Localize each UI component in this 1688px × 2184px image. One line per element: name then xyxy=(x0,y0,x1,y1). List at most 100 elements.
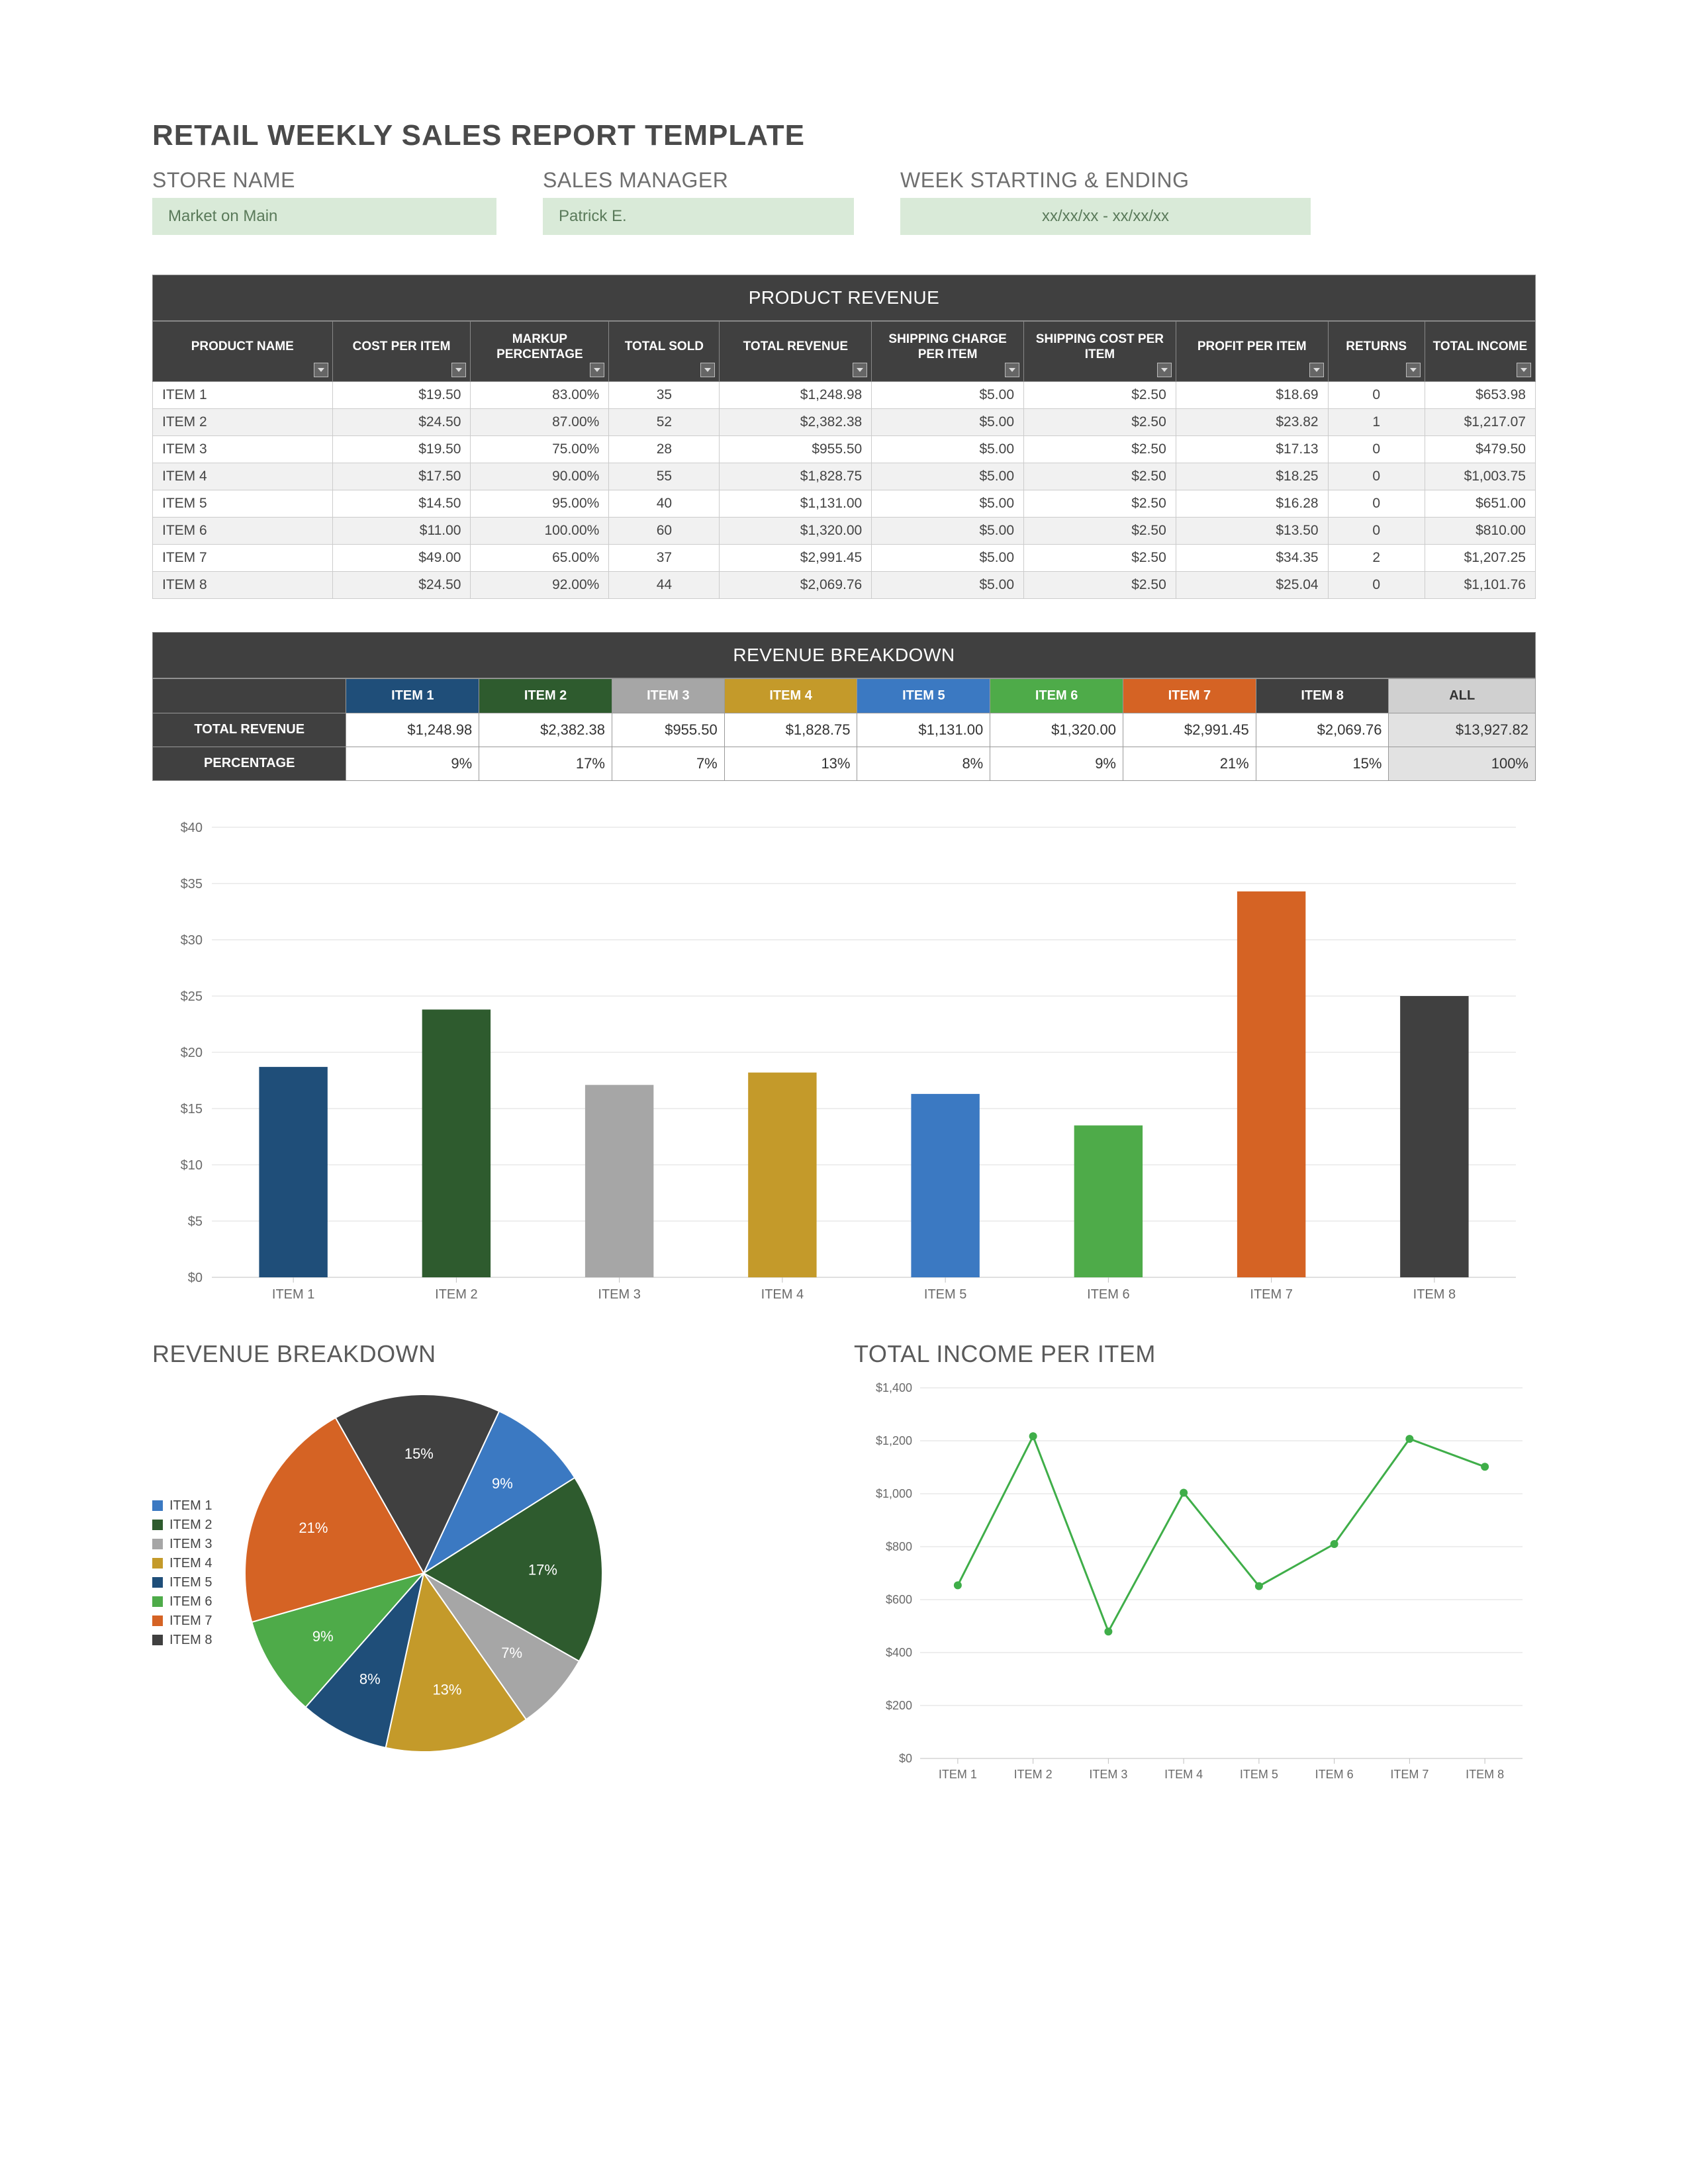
table-cell[interactable]: $1,320.00 xyxy=(720,517,872,544)
table-cell[interactable]: $2,382.38 xyxy=(720,408,872,435)
table-cell[interactable]: $1,131.00 xyxy=(720,490,872,517)
table-cell[interactable]: $5.00 xyxy=(872,571,1024,598)
breakdown-cell[interactable]: $2,069.76 xyxy=(1256,713,1389,747)
table-cell[interactable]: $14.50 xyxy=(332,490,471,517)
table-cell[interactable]: ITEM 8 xyxy=(153,571,333,598)
table-cell[interactable]: ITEM 5 xyxy=(153,490,333,517)
table-cell[interactable]: ITEM 6 xyxy=(153,517,333,544)
table-cell[interactable]: $1,828.75 xyxy=(720,463,872,490)
table-cell[interactable]: $479.50 xyxy=(1425,435,1535,463)
table-cell[interactable]: $1,101.76 xyxy=(1425,571,1535,598)
table-cell[interactable]: $5.00 xyxy=(872,435,1024,463)
column-header[interactable]: MARKUP PERCENTAGE xyxy=(471,322,609,382)
table-cell[interactable]: $955.50 xyxy=(720,435,872,463)
table-cell[interactable]: $5.00 xyxy=(872,381,1024,408)
breakdown-cell[interactable]: 17% xyxy=(479,747,612,780)
table-cell[interactable]: $18.69 xyxy=(1176,381,1328,408)
column-header[interactable]: SHIPPING COST PER ITEM xyxy=(1024,322,1176,382)
table-cell[interactable]: ITEM 3 xyxy=(153,435,333,463)
table-cell[interactable]: $16.28 xyxy=(1176,490,1328,517)
table-cell[interactable]: $23.82 xyxy=(1176,408,1328,435)
table-cell[interactable]: $11.00 xyxy=(332,517,471,544)
table-cell[interactable]: 1 xyxy=(1328,408,1425,435)
table-cell[interactable]: 0 xyxy=(1328,463,1425,490)
breakdown-cell[interactable]: 9% xyxy=(990,747,1123,780)
column-header[interactable]: PRODUCT NAME xyxy=(153,322,333,382)
table-cell[interactable]: $2.50 xyxy=(1024,571,1176,598)
filter-dropdown-icon[interactable] xyxy=(700,363,715,377)
table-cell[interactable]: 44 xyxy=(609,571,720,598)
table-cell[interactable]: $2.50 xyxy=(1024,544,1176,571)
filter-dropdown-icon[interactable] xyxy=(1309,363,1324,377)
table-cell[interactable]: $651.00 xyxy=(1425,490,1535,517)
table-cell[interactable]: 0 xyxy=(1328,517,1425,544)
table-cell[interactable]: $13.50 xyxy=(1176,517,1328,544)
store-name-value[interactable]: Market on Main xyxy=(152,198,496,235)
breakdown-cell[interactable]: $1,320.00 xyxy=(990,713,1123,747)
column-header[interactable]: SHIPPING CHARGE PER ITEM xyxy=(872,322,1024,382)
table-cell[interactable]: $2.50 xyxy=(1024,435,1176,463)
table-cell[interactable]: $49.00 xyxy=(332,544,471,571)
table-cell[interactable]: $653.98 xyxy=(1425,381,1535,408)
table-cell[interactable]: $1,248.98 xyxy=(720,381,872,408)
table-cell[interactable]: $2,991.45 xyxy=(720,544,872,571)
column-header[interactable]: TOTAL SOLD xyxy=(609,322,720,382)
breakdown-cell[interactable]: 9% xyxy=(346,747,479,780)
table-cell[interactable]: $5.00 xyxy=(872,544,1024,571)
table-cell[interactable]: 83.00% xyxy=(471,381,609,408)
table-cell[interactable]: ITEM 7 xyxy=(153,544,333,571)
table-cell[interactable]: 0 xyxy=(1328,571,1425,598)
table-cell[interactable]: 60 xyxy=(609,517,720,544)
table-cell[interactable]: $17.50 xyxy=(332,463,471,490)
table-cell[interactable]: $2.50 xyxy=(1024,490,1176,517)
breakdown-cell[interactable]: 15% xyxy=(1256,747,1389,780)
breakdown-cell[interactable]: $1,248.98 xyxy=(346,713,479,747)
filter-dropdown-icon[interactable] xyxy=(1517,363,1531,377)
table-cell[interactable]: 0 xyxy=(1328,435,1425,463)
filter-dropdown-icon[interactable] xyxy=(1157,363,1172,377)
table-cell[interactable]: $2.50 xyxy=(1024,463,1176,490)
table-cell[interactable]: 95.00% xyxy=(471,490,609,517)
table-cell[interactable]: $5.00 xyxy=(872,463,1024,490)
column-header[interactable]: TOTAL REVENUE xyxy=(720,322,872,382)
breakdown-cell[interactable]: $2,382.38 xyxy=(479,713,612,747)
week-value[interactable]: xx/xx/xx - xx/xx/xx xyxy=(900,198,1311,235)
table-cell[interactable]: $25.04 xyxy=(1176,571,1328,598)
column-header[interactable]: COST PER ITEM xyxy=(332,322,471,382)
table-cell[interactable]: 52 xyxy=(609,408,720,435)
filter-dropdown-icon[interactable] xyxy=(451,363,466,377)
table-cell[interactable]: $24.50 xyxy=(332,408,471,435)
table-cell[interactable]: 28 xyxy=(609,435,720,463)
table-cell[interactable]: 40 xyxy=(609,490,720,517)
table-cell[interactable]: 90.00% xyxy=(471,463,609,490)
table-cell[interactable]: $2.50 xyxy=(1024,408,1176,435)
table-cell[interactable]: $1,003.75 xyxy=(1425,463,1535,490)
table-cell[interactable]: 0 xyxy=(1328,490,1425,517)
table-cell[interactable]: 37 xyxy=(609,544,720,571)
breakdown-cell[interactable]: 7% xyxy=(612,747,724,780)
breakdown-cell[interactable]: 21% xyxy=(1123,747,1256,780)
filter-dropdown-icon[interactable] xyxy=(853,363,867,377)
breakdown-cell[interactable]: 8% xyxy=(857,747,990,780)
table-cell[interactable]: $810.00 xyxy=(1425,517,1535,544)
table-cell[interactable]: $1,207.25 xyxy=(1425,544,1535,571)
table-cell[interactable]: $18.25 xyxy=(1176,463,1328,490)
table-cell[interactable]: 65.00% xyxy=(471,544,609,571)
filter-dropdown-icon[interactable] xyxy=(1406,363,1421,377)
table-cell[interactable]: $2.50 xyxy=(1024,517,1176,544)
table-cell[interactable]: $19.50 xyxy=(332,381,471,408)
filter-dropdown-icon[interactable] xyxy=(590,363,604,377)
table-cell[interactable]: $5.00 xyxy=(872,517,1024,544)
table-cell[interactable]: $5.00 xyxy=(872,490,1024,517)
table-cell[interactable]: $1,217.07 xyxy=(1425,408,1535,435)
table-cell[interactable]: $34.35 xyxy=(1176,544,1328,571)
breakdown-cell[interactable]: 13% xyxy=(724,747,857,780)
table-cell[interactable]: $2.50 xyxy=(1024,381,1176,408)
column-header[interactable]: TOTAL INCOME xyxy=(1425,322,1535,382)
table-cell[interactable]: 75.00% xyxy=(471,435,609,463)
column-header[interactable]: RETURNS xyxy=(1328,322,1425,382)
table-cell[interactable]: $19.50 xyxy=(332,435,471,463)
table-cell[interactable]: 0 xyxy=(1328,381,1425,408)
table-cell[interactable]: ITEM 2 xyxy=(153,408,333,435)
table-cell[interactable]: 55 xyxy=(609,463,720,490)
